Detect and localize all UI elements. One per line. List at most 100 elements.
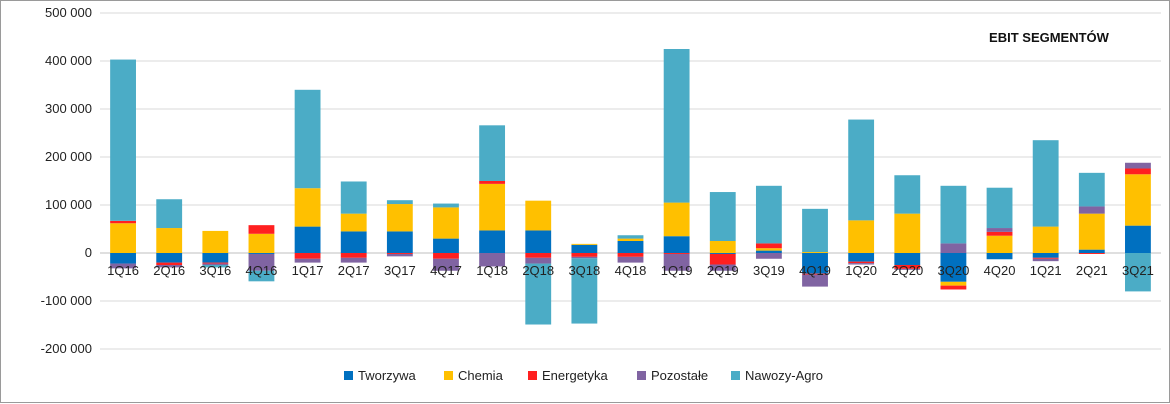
bar-segment <box>202 265 229 268</box>
bar-segment <box>340 257 367 263</box>
bar-segment <box>986 231 1013 236</box>
bar-segment <box>110 263 136 269</box>
y-tick-label: 500 000 <box>45 5 92 20</box>
bar-segment <box>1032 253 1059 258</box>
bar-segment <box>571 243 598 245</box>
bar-segment <box>386 231 413 253</box>
bar-segment <box>110 220 136 224</box>
bar-segment <box>202 253 229 263</box>
bar-segment <box>479 253 506 267</box>
bar-segment <box>110 253 136 264</box>
x-tick-label: 3Q18 <box>568 263 600 278</box>
bar-segment <box>525 200 552 231</box>
bar-segment <box>663 202 690 237</box>
bar-segment <box>848 261 875 264</box>
bar-segment <box>525 230 552 253</box>
bar-segment <box>894 175 921 214</box>
x-tick-label: 1Q20 <box>845 263 877 278</box>
x-tick-label: 3Q16 <box>199 263 231 278</box>
bar-segment <box>1125 162 1151 169</box>
bar-segment <box>294 226 321 253</box>
bar-segment <box>848 253 875 262</box>
bars <box>110 49 1151 325</box>
bar-segment <box>248 233 275 253</box>
bar-segment <box>986 228 1013 232</box>
bar-segment <box>894 253 921 265</box>
bar-segment <box>986 253 1013 260</box>
bar-segment <box>894 213 921 253</box>
bar-segment <box>294 188 321 227</box>
bar-segment <box>617 256 644 263</box>
bar-segment <box>755 243 782 249</box>
bar-segment <box>1032 257 1059 259</box>
bar-segment <box>617 253 644 257</box>
bar-segment <box>1125 253 1151 292</box>
y-tick-label: -200 000 <box>41 341 92 356</box>
bar-segment <box>294 258 321 263</box>
y-tick-label: 400 000 <box>45 53 92 68</box>
bar-segment <box>663 253 690 254</box>
bar-segment <box>802 208 828 253</box>
bar-segment <box>617 241 644 253</box>
y-tick-label: 300 000 <box>45 101 92 116</box>
x-tick-label: 4Q19 <box>799 263 831 278</box>
legend-swatch <box>637 371 646 380</box>
bar-segment <box>617 238 644 241</box>
bar-segment <box>1032 140 1059 227</box>
bar-segment <box>479 183 506 231</box>
legend-swatch <box>731 371 740 380</box>
bar-segment <box>525 257 552 264</box>
bar-segment <box>248 270 275 282</box>
bar-segment <box>709 253 736 254</box>
bar-segment <box>248 253 275 254</box>
bar-segment <box>1125 225 1151 253</box>
bar-segment <box>294 89 321 189</box>
bar-segment <box>802 252 828 253</box>
legend-label: Tworzywa <box>358 368 417 383</box>
bar-segment <box>1078 172 1105 207</box>
bar-segment <box>340 213 367 232</box>
bar-segment <box>248 253 275 271</box>
bar-segment <box>110 223 136 253</box>
bar-segment <box>802 273 828 275</box>
bar-segment <box>156 199 183 229</box>
bar-segment <box>156 262 183 265</box>
bar-segment <box>525 263 552 325</box>
bar-segment <box>709 253 736 265</box>
bar-segment <box>479 125 506 181</box>
bar-segment <box>940 253 967 282</box>
x-tick-label: 4Q18 <box>615 263 647 278</box>
bar-segment <box>848 263 875 265</box>
y-tick-label: 0 <box>85 245 92 260</box>
bar-segment <box>202 230 229 253</box>
legend-label: Pozostałe <box>651 368 708 383</box>
bar-segment <box>386 253 413 257</box>
bar-segment <box>525 253 552 258</box>
bar-segment <box>1078 206 1105 214</box>
x-tick-label: 1Q16 <box>107 263 139 278</box>
bar-segment <box>433 203 459 208</box>
bar-segment <box>571 258 598 324</box>
x-tick-label: 2Q18 <box>522 263 554 278</box>
bar-segment <box>802 274 828 287</box>
x-axis-ticks: 1Q16 2Q16 3Q16 4Q16 1Q17 2Q17 3Q17 4Q17 1Q18 2Q18… <box>107 263 1154 278</box>
bar-segment <box>663 236 690 253</box>
bar-segment <box>433 238 459 253</box>
bar-segment <box>156 253 183 263</box>
bar-segment <box>110 59 136 221</box>
bar-segment <box>617 235 644 239</box>
bar-segment <box>248 225 275 234</box>
bar-segment <box>940 281 967 286</box>
bar-segment <box>894 268 921 270</box>
bar-segment <box>571 253 598 257</box>
y-axis-ticks: -200 000 -100 000 0 100 000 200 000 300 000 40… <box>41 5 92 356</box>
x-tick-label: 2Q20 <box>891 263 923 278</box>
legend-label: Nawozy-Agro <box>745 368 823 383</box>
bar-segment <box>755 185 782 244</box>
bar-segment <box>340 181 367 214</box>
bar-segment <box>709 241 736 253</box>
legend: Tworzywa Chemia Energetyka Pozostałe Nawozy-… <box>344 368 823 383</box>
bar-segment <box>294 253 321 259</box>
